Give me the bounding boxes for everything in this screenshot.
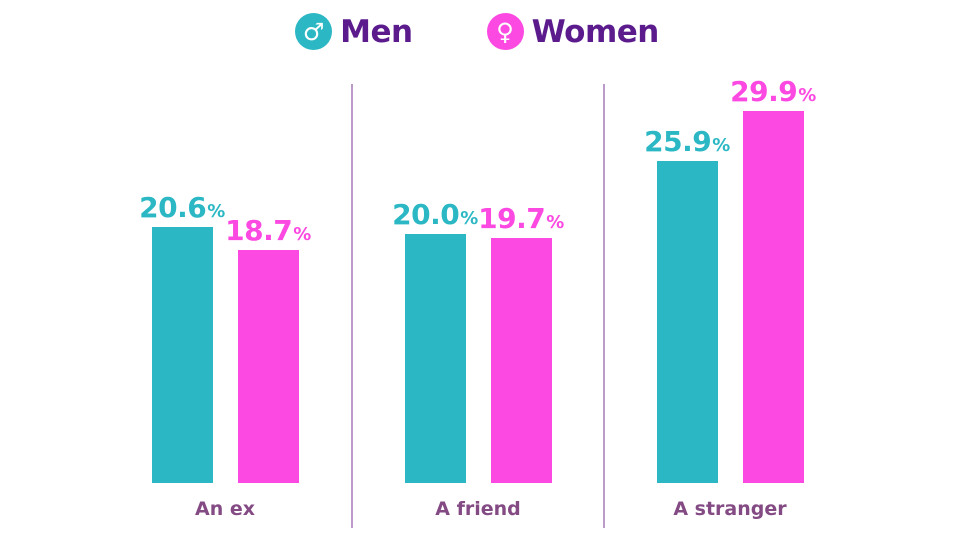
legend-item-women: ♀ Women: [486, 13, 660, 50]
bar-pair: 20.6% 18.7%: [99, 84, 351, 483]
male-symbol: ♂: [302, 17, 325, 46]
legend-label-men: Men: [340, 13, 413, 50]
value-label-men-a-friend: 20.0%: [392, 198, 478, 231]
value-label-women-an-ex: 18.7%: [225, 214, 311, 248]
value-label-women-a-stranger: 29.9%: [730, 74, 816, 108]
bar-pair: 20.0% 19.7%: [353, 84, 603, 483]
value-label-women-a-friend: 19.7%: [478, 201, 564, 235]
male-icon: ♂: [295, 13, 333, 50]
value-label-men-a-stranger: 25.9%: [644, 124, 730, 158]
category-label-a-stranger: A stranger: [673, 498, 787, 520]
bar-women-a-friend: 19.7%: [478, 204, 564, 483]
female-symbol: ♀: [496, 17, 514, 46]
chart-legend: ♂ Men ♀ Women: [0, 13, 954, 50]
bar-men-a-friend: 20.0%: [392, 201, 478, 483]
category-label-a-friend: A friend: [435, 498, 521, 520]
category-group-an-ex: 20.6% 18.7% An ex: [99, 84, 351, 528]
chart-area: 20.6% 18.7% An ex 20.0%: [99, 77, 855, 528]
bar-women-a-stranger: 29.9%: [730, 77, 816, 483]
bar-women-an-ex: 18.7%: [225, 217, 311, 483]
category-group-a-friend: 20.0% 19.7% A friend: [351, 84, 603, 528]
value-label-men-an-ex: 20.6%: [139, 190, 225, 224]
female-icon: ♀: [486, 13, 524, 50]
bar-men-a-stranger: 25.9%: [644, 127, 730, 483]
category-label-an-ex: An ex: [195, 498, 255, 520]
legend-item-men: ♂ Men: [295, 13, 413, 50]
bar-men-an-ex: 20.6%: [139, 193, 225, 483]
bar-pair: 25.9% 29.9%: [605, 77, 855, 483]
category-group-a-stranger: 25.9% 29.9% A stranger: [603, 77, 855, 528]
legend-label-women: Women: [531, 13, 660, 50]
